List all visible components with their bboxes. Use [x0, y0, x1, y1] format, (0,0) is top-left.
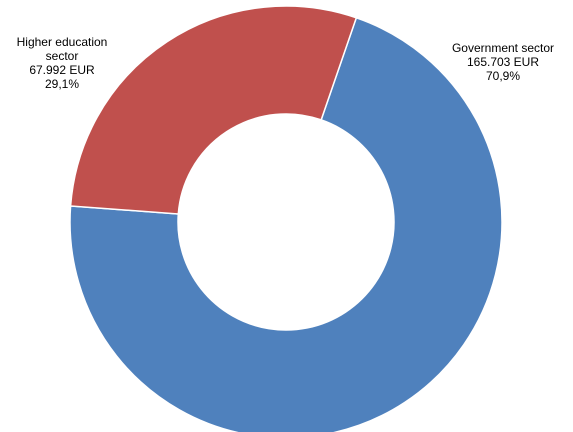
donut-slice-0 [69, 16, 503, 432]
slice-label-government: Government sector 165.703 EUR 70,9% [448, 41, 558, 83]
slice-percent: 70,9% [485, 69, 521, 83]
slice-value: 67.992 EUR [29, 63, 95, 77]
slice-percent: 29,1% [44, 77, 80, 91]
slice-value: 165.703 EUR [466, 55, 540, 69]
slice-name-line-1: Higher education [16, 35, 108, 49]
slice-name-line-2: sector [45, 49, 79, 63]
donut-slice-1 [69, 5, 358, 215]
slice-label-higher-education: Higher education sector 67.992 EUR 29,1% [6, 35, 118, 91]
slice-name: Government sector [451, 41, 555, 55]
